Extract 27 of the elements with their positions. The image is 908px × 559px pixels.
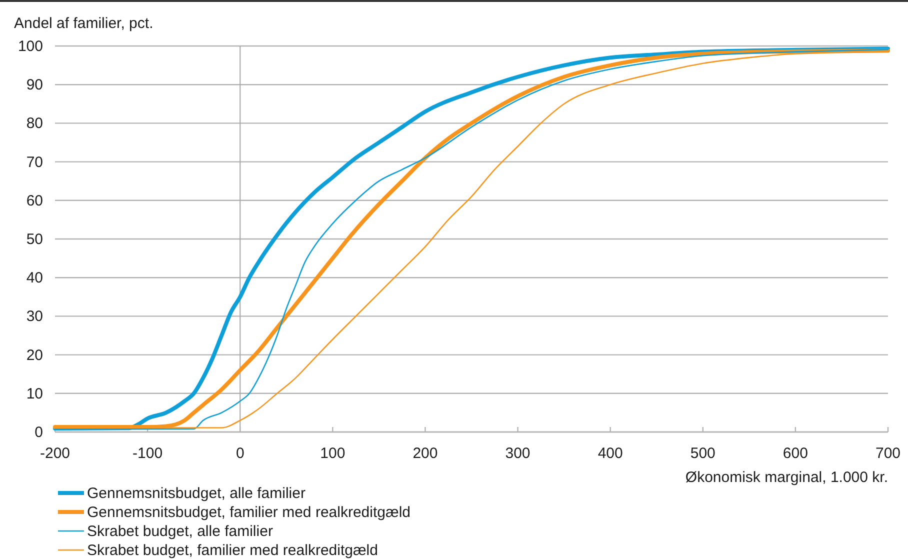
y-axis-title: Andel af familier, pct. [14,15,154,32]
x-tick-label: -100 [132,445,163,462]
x-tick-label: 100 [320,445,346,462]
x-tick-label: 500 [690,445,716,462]
y-tick-label: 20 [26,346,43,364]
x-tick-label: 300 [505,445,530,462]
y-tick-label: 40 [26,270,43,287]
x-axis-title: Økonomisk marginal, 1.000 kr. [685,469,888,486]
x-tick-label: 0 [236,445,244,462]
y-tick-label: 10 [26,385,43,402]
legend-label: Skrabet budget, alle familier [87,523,273,540]
y-tick-label: 0 [34,424,43,441]
legend-label: Skrabet budget, familier med realkreditgæld [87,542,378,559]
y-tick-label: 50 [26,231,43,248]
y-tick-label: 90 [26,76,43,94]
x-tick-label: 700 [875,445,901,462]
y-tick-label: 80 [26,115,43,132]
x-tick-label: 400 [598,445,623,462]
x-tick-label: -200 [40,445,70,462]
y-tick-label: 100 [18,38,43,55]
legend-label: Gennemsnitsbudget, alle familier [87,485,306,502]
legend-label: Gennemsnitsbudget, familier med realkreditgæld [87,504,410,521]
y-tick-label: 70 [26,154,43,171]
y-tick-label: 60 [26,192,43,210]
y-tick-label: 30 [26,308,43,326]
x-tick-label: 200 [412,445,438,462]
x-tick-label: 600 [782,445,808,462]
